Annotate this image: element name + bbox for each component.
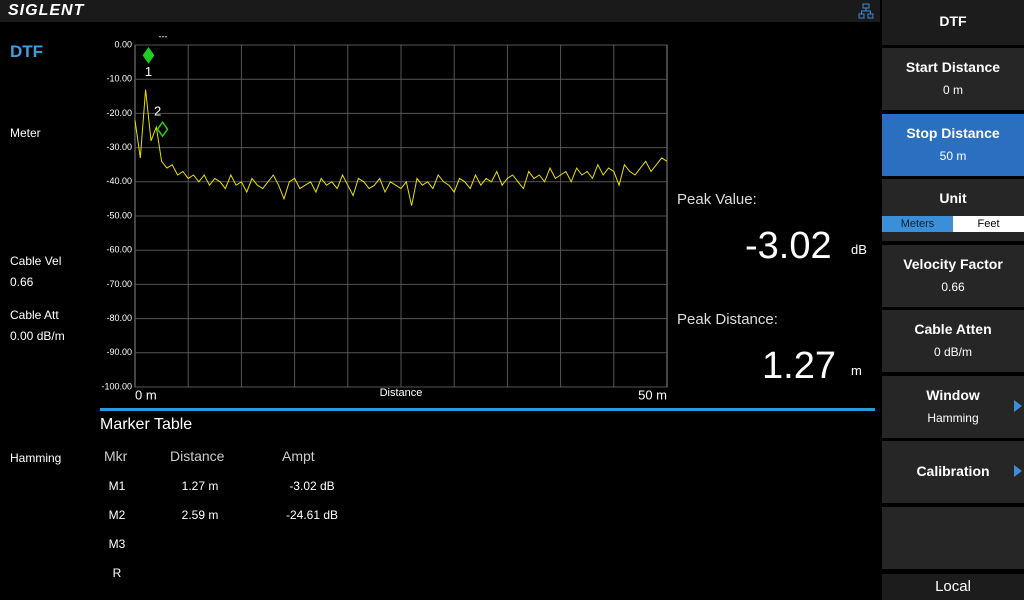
column-header: Distance (170, 448, 225, 464)
submenu-arrow (1014, 399, 1022, 412)
local-label: Local (882, 574, 1024, 600)
y-tick-label: -20.00 (106, 108, 132, 118)
peak-distance-unit: m (851, 363, 862, 378)
peak-distance-label: Peak Distance: (677, 311, 778, 328)
toggle-option[interactable]: Meters (882, 216, 953, 232)
meter-label: Meter (10, 126, 41, 140)
softkey-value: 0.66 (941, 279, 965, 294)
softkey[interactable]: Start Distance 0 m (882, 48, 1024, 110)
column-header: Mkr (104, 448, 128, 464)
toggle-option[interactable]: Feet (953, 216, 1024, 232)
y-tick-label: -70.00 (106, 279, 132, 289)
table-cell: -24.61 dB (285, 508, 339, 522)
softkey-label: Unit (939, 190, 967, 206)
y-tick-label: -90.00 (106, 347, 132, 357)
softkey[interactable]: Unit Meters Feet (882, 179, 1024, 241)
table-cell: M2 (108, 508, 126, 522)
y-tick-label: -40.00 (106, 176, 132, 186)
window-label: Hamming (10, 451, 62, 465)
softkey[interactable]: Calibration (882, 441, 1024, 503)
marker (142, 47, 155, 64)
separator (100, 408, 875, 411)
table-cell: 2.59 m (181, 508, 219, 522)
peak-value-unit: dB (851, 242, 867, 257)
x-tick-label: 50 m (638, 387, 667, 402)
y-tick-label: -10.00 (106, 74, 132, 84)
marker (156, 120, 169, 138)
unit-toggle: Meters Feet (882, 216, 1024, 232)
table-cell: M3 (108, 537, 126, 551)
softkey-label: Velocity Factor (903, 255, 1003, 272)
softkey-label: Stop Distance (906, 124, 1000, 141)
y-tick-label: -80.00 (106, 313, 132, 323)
y-tick-label: 0.00 (114, 39, 132, 49)
table-cell: R (112, 566, 122, 580)
chart: 0.00 -10.00 -20.00 -30.00 -40.00 -50.00 -60.00… (101, 31, 668, 402)
y-tick-label: -60.00 (106, 245, 132, 255)
marker-label: 1 (145, 64, 152, 79)
softkey-value: 0 dB/m (933, 345, 972, 359)
softkey[interactable]: Stop Distance 50 m (882, 113, 1024, 176)
x-axis-label: Distance (380, 387, 423, 399)
softkey[interactable]: Velocity Factor 0.66 (882, 244, 1024, 307)
table-cell: 1.27 m (181, 479, 219, 493)
cable-vel-value: 0.66 (10, 275, 34, 289)
trace (134, 89, 668, 206)
softkey-value: 0 m (942, 83, 963, 97)
marker-table-title: Marker Table (100, 416, 193, 433)
top-bar: SIGLENT (0, 0, 880, 22)
softkey-label: Window (926, 386, 980, 403)
y-tick-label: -50.00 (106, 210, 132, 220)
y-tick-label: -100.00 (101, 381, 132, 391)
softkey[interactable]: Cable Atten 0 dB/m (882, 310, 1024, 372)
softkey-value: Hamming (927, 410, 979, 425)
softkey-label: Calibration (916, 463, 990, 479)
cable-vel-label: Cable Vel (10, 254, 62, 268)
peak-distance: 1.27 (762, 345, 836, 387)
submenu-arrow (1014, 465, 1022, 477)
mode-label: DTF (10, 42, 44, 61)
column-header: Ampt (282, 448, 315, 464)
softkey (882, 506, 1024, 569)
softkey-title: DTF (882, 0, 1024, 45)
cable-att-label: Cable Att (10, 308, 59, 322)
table-cell: M1 (108, 479, 126, 493)
softkey-label: Start Distance (905, 59, 1001, 75)
x-tick-label: 0 m (135, 387, 157, 402)
softkey-panel: DTF Start Distance 0 m Stop Distance 50 m Uni… (882, 0, 1024, 600)
chart-title: --- (159, 31, 168, 41)
marker-label: 2 (154, 104, 161, 119)
softkey[interactable]: Window Hamming (882, 375, 1024, 438)
table-cell: -3.02 dB (289, 479, 335, 493)
network-icon (858, 3, 874, 19)
logo: SIGLENT (8, 2, 85, 19)
cable-att-value: 0.00 dB/m (10, 329, 65, 343)
y-tick-label: -30.00 (106, 142, 132, 152)
peak-value-label: Peak Value: (677, 191, 757, 208)
softkey-value: 50 m (939, 148, 967, 163)
softkey-label: Cable Atten (914, 321, 992, 337)
peak-value: -3.02 (745, 225, 832, 267)
